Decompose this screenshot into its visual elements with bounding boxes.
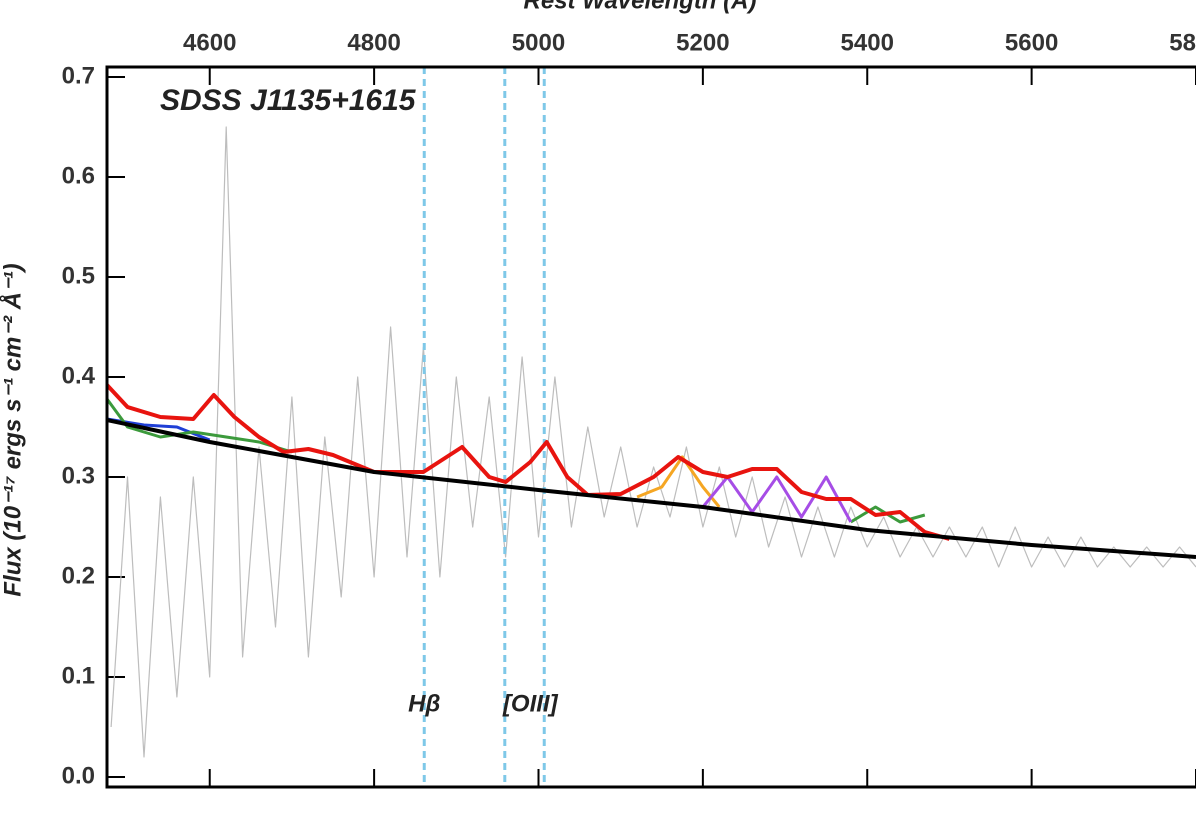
y-tick-label: 0.2 [62,562,95,589]
plot-frame [105,65,1196,789]
x-tick-label: 4600 [183,29,236,56]
y-tick-label: 0.1 [62,662,95,689]
y-tick-label: 0.7 [62,62,95,89]
x-axis-label: Rest Wavelength (Å) [524,0,757,14]
series-line [105,383,950,541]
y-tick-label: 0.4 [62,362,96,389]
series-line [105,398,926,524]
annotation: Hβ [408,690,440,717]
x-tick-label: 5600 [1005,29,1058,56]
y-tick-label: 0.6 [62,162,95,189]
x-tick-label: 5800 [1169,29,1196,56]
y-tick-label: 0.5 [62,262,95,289]
x-tick-label: 5400 [841,29,894,56]
series-line [106,418,1196,559]
chart-title: SDSS J1135+1615 [160,84,417,117]
y-axis-label: Flux (10⁻¹⁷ ergs s⁻¹ cm⁻² Å⁻¹) [0,263,26,596]
x-tick-label: 4800 [347,29,400,56]
series-line [636,455,721,508]
annotation: [OIII] [502,690,559,717]
y-tick-label: 0.0 [62,762,95,789]
series-line [110,126,1196,758]
x-tick-label: 5200 [676,29,729,56]
y-tick-label: 0.3 [62,462,95,489]
x-tick-label: 5000 [512,29,565,56]
